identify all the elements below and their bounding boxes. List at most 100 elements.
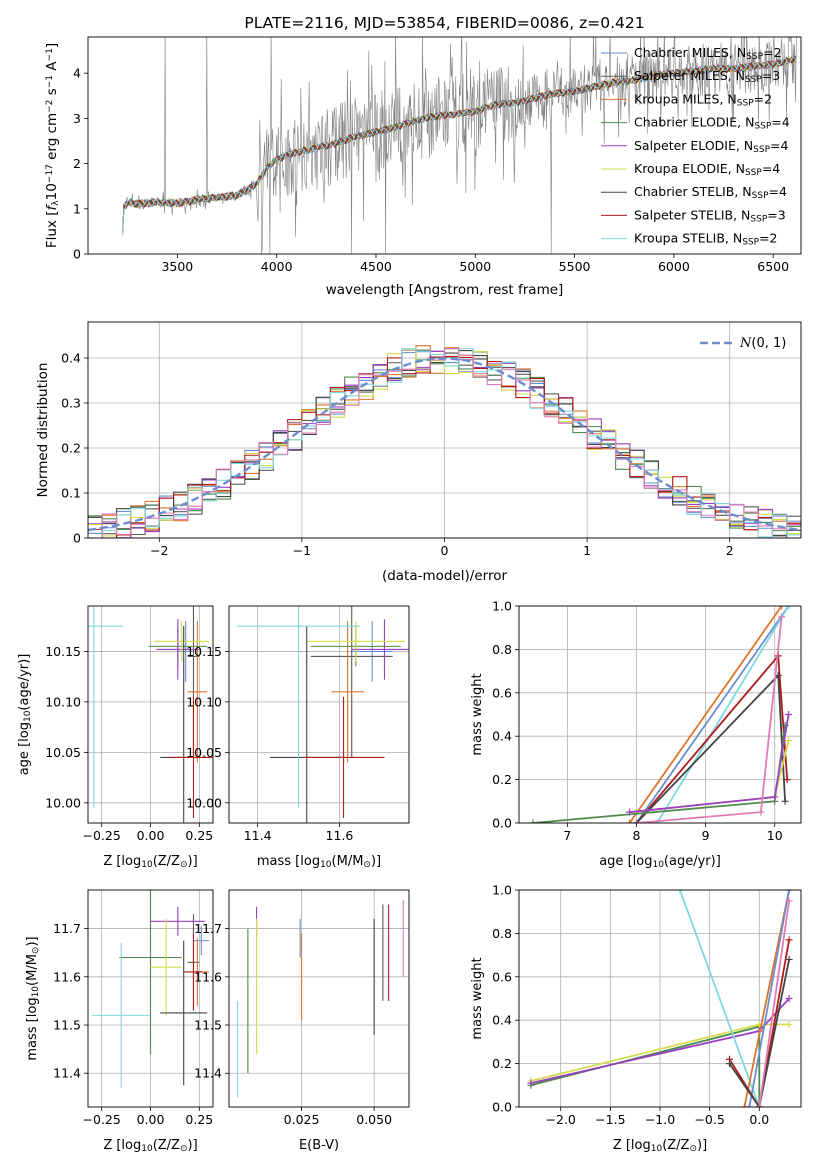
x-tick-label: 9 bbox=[702, 828, 710, 843]
x-tick-label: −2.0 bbox=[546, 1112, 576, 1127]
axes-frame bbox=[228, 889, 410, 1108]
y-tick-label: 10.00 bbox=[186, 795, 222, 810]
y-tick-label: 4 bbox=[73, 66, 81, 81]
label-part: )] bbox=[371, 854, 381, 869]
weight-marker bbox=[527, 1079, 535, 1087]
y-tick-label: 11.5 bbox=[194, 1018, 222, 1033]
label-part: ⊙ bbox=[363, 860, 371, 870]
y-tick-label: 11.6 bbox=[194, 969, 222, 984]
label-part: f bbox=[44, 203, 60, 210]
label-part: 10 bbox=[141, 1144, 153, 1154]
label-part: (M/M bbox=[332, 854, 364, 869]
plot-area bbox=[88, 345, 801, 538]
x-axis-label: E(B-V) bbox=[299, 1138, 339, 1153]
label-part: −1 bbox=[45, 48, 55, 61]
y-tick-label: 11.7 bbox=[194, 921, 222, 936]
legend-entry: Salpeter ELODIE, NSSP=4 bbox=[634, 138, 789, 155]
y-axis-label: mass [log10(M/M⊙)] bbox=[25, 936, 41, 1060]
x-tick-label: −2 bbox=[150, 543, 168, 558]
y-tick-label: 0 bbox=[73, 531, 81, 546]
label-part: Flux [ bbox=[44, 210, 60, 248]
axes-frame bbox=[518, 889, 802, 1108]
label-part: SSP bbox=[750, 215, 767, 225]
y-tick-label: 0.2 bbox=[492, 772, 512, 787]
y-tick-label: 0.0 bbox=[492, 816, 512, 831]
label-part: age [log bbox=[17, 722, 32, 775]
x-tick-label: 8 bbox=[633, 828, 641, 843]
x-tick-label: 3500 bbox=[161, 259, 193, 274]
label-part: Chabrier MILES, N bbox=[634, 45, 746, 60]
weight-marker bbox=[755, 1103, 763, 1107]
label-part: 10 bbox=[44, 183, 60, 200]
label-part: =4 bbox=[771, 115, 789, 130]
x-tick-label: 2 bbox=[726, 543, 734, 558]
plot-area bbox=[527, 890, 793, 1107]
weight-marker bbox=[757, 808, 765, 816]
axes-frame bbox=[228, 605, 410, 824]
x-tick-label: 0 bbox=[441, 543, 449, 558]
weight-marker bbox=[785, 711, 793, 718]
x-tick-label: −0.25 bbox=[83, 1112, 121, 1127]
x-tick-label: 0.00 bbox=[137, 1112, 165, 1127]
y-axis-label: Normed distribution bbox=[35, 363, 51, 498]
label-part: ⊙ bbox=[31, 947, 41, 955]
label-part: ⊙ bbox=[180, 860, 188, 870]
label-part: (age/yr)] bbox=[664, 854, 721, 869]
y-axis-label: mass weight bbox=[470, 673, 485, 755]
y-tick-label: 0.4 bbox=[492, 1013, 512, 1028]
label-part: Chabrier STELIB, N bbox=[634, 184, 752, 199]
legend-entry: Salpeter STELIB, NSSP=3 bbox=[634, 207, 786, 224]
x-tick-label: 11.6 bbox=[326, 828, 354, 843]
label-part: Chabrier ELODIE, N bbox=[634, 115, 754, 130]
y-tick-label: 0 bbox=[73, 247, 81, 262]
label-part: s bbox=[44, 88, 60, 99]
label-part: =4 bbox=[762, 161, 780, 176]
weight-marker bbox=[785, 955, 793, 963]
label-part: mass [log bbox=[257, 854, 320, 869]
y-tick-label: 1.0 bbox=[492, 883, 512, 898]
weight-marker bbox=[726, 1060, 734, 1068]
y-tick-label: 11.5 bbox=[53, 1018, 81, 1033]
x-tick-label: 0.25 bbox=[185, 1112, 213, 1127]
y-tick-label: 11.7 bbox=[53, 921, 81, 936]
x-axis-label: Z [log10(Z/Z⊙)] bbox=[613, 1138, 707, 1154]
y-tick-label: 10.10 bbox=[45, 694, 81, 709]
label-part: (M/M bbox=[25, 954, 40, 986]
legend-entry: Chabrier STELIB, NSSP=4 bbox=[634, 184, 787, 201]
weight-marker bbox=[785, 995, 793, 1002]
label-part: =2 bbox=[759, 231, 777, 246]
axes-frame bbox=[87, 889, 214, 1108]
legend-part: (0, 1) bbox=[751, 336, 786, 351]
label-part: A bbox=[44, 61, 60, 75]
label-part: (age/yr)] bbox=[17, 654, 32, 711]
label-part: )] bbox=[697, 1138, 707, 1153]
y-tick-label: 0.3 bbox=[61, 396, 81, 411]
weight-marker bbox=[778, 613, 786, 621]
label-part: =2 bbox=[763, 45, 781, 60]
y-tick-label: 10.15 bbox=[186, 644, 222, 659]
weight-marker bbox=[633, 819, 640, 823]
legend-part: N bbox=[739, 336, 752, 351]
label-part: =3 bbox=[762, 68, 780, 83]
x-axis-label: Z [log10(Z/Z⊙)] bbox=[103, 1138, 197, 1154]
panel-age_vs_mass: 11.4 11.6 10.00 10.05 10.10 10.15 mass [log10(… bbox=[186, 605, 410, 870]
label-part: =4 bbox=[770, 138, 788, 153]
label-part: =3 bbox=[767, 207, 785, 222]
chart-title: PLATE=2116, MJD=53854, FIBERID=0086, z=0… bbox=[244, 14, 644, 32]
plot-area bbox=[237, 606, 409, 823]
weight-marker bbox=[781, 797, 789, 805]
label-part: Kroupa MILES, N bbox=[634, 91, 737, 106]
x-axis-label: mass [log10(M/M⊙)] bbox=[257, 854, 381, 870]
label-part: SSP bbox=[746, 52, 763, 62]
weight-marker bbox=[676, 890, 684, 894]
y-tick-label: 10.00 bbox=[45, 795, 81, 810]
weight-marker bbox=[785, 897, 793, 905]
legend-entry: Salpeter MILES, NSSP=3 bbox=[634, 68, 780, 85]
label-part: erg cm bbox=[44, 113, 60, 164]
legend-entry: Chabrier MILES, NSSP=2 bbox=[634, 45, 782, 62]
x-tick-label: −0.25 bbox=[83, 828, 121, 843]
x-tick-label: 6500 bbox=[757, 259, 789, 274]
y-tick-label: 10.10 bbox=[186, 694, 222, 709]
label-part: )] bbox=[25, 936, 40, 946]
y-tick-label: 11.6 bbox=[53, 969, 81, 984]
